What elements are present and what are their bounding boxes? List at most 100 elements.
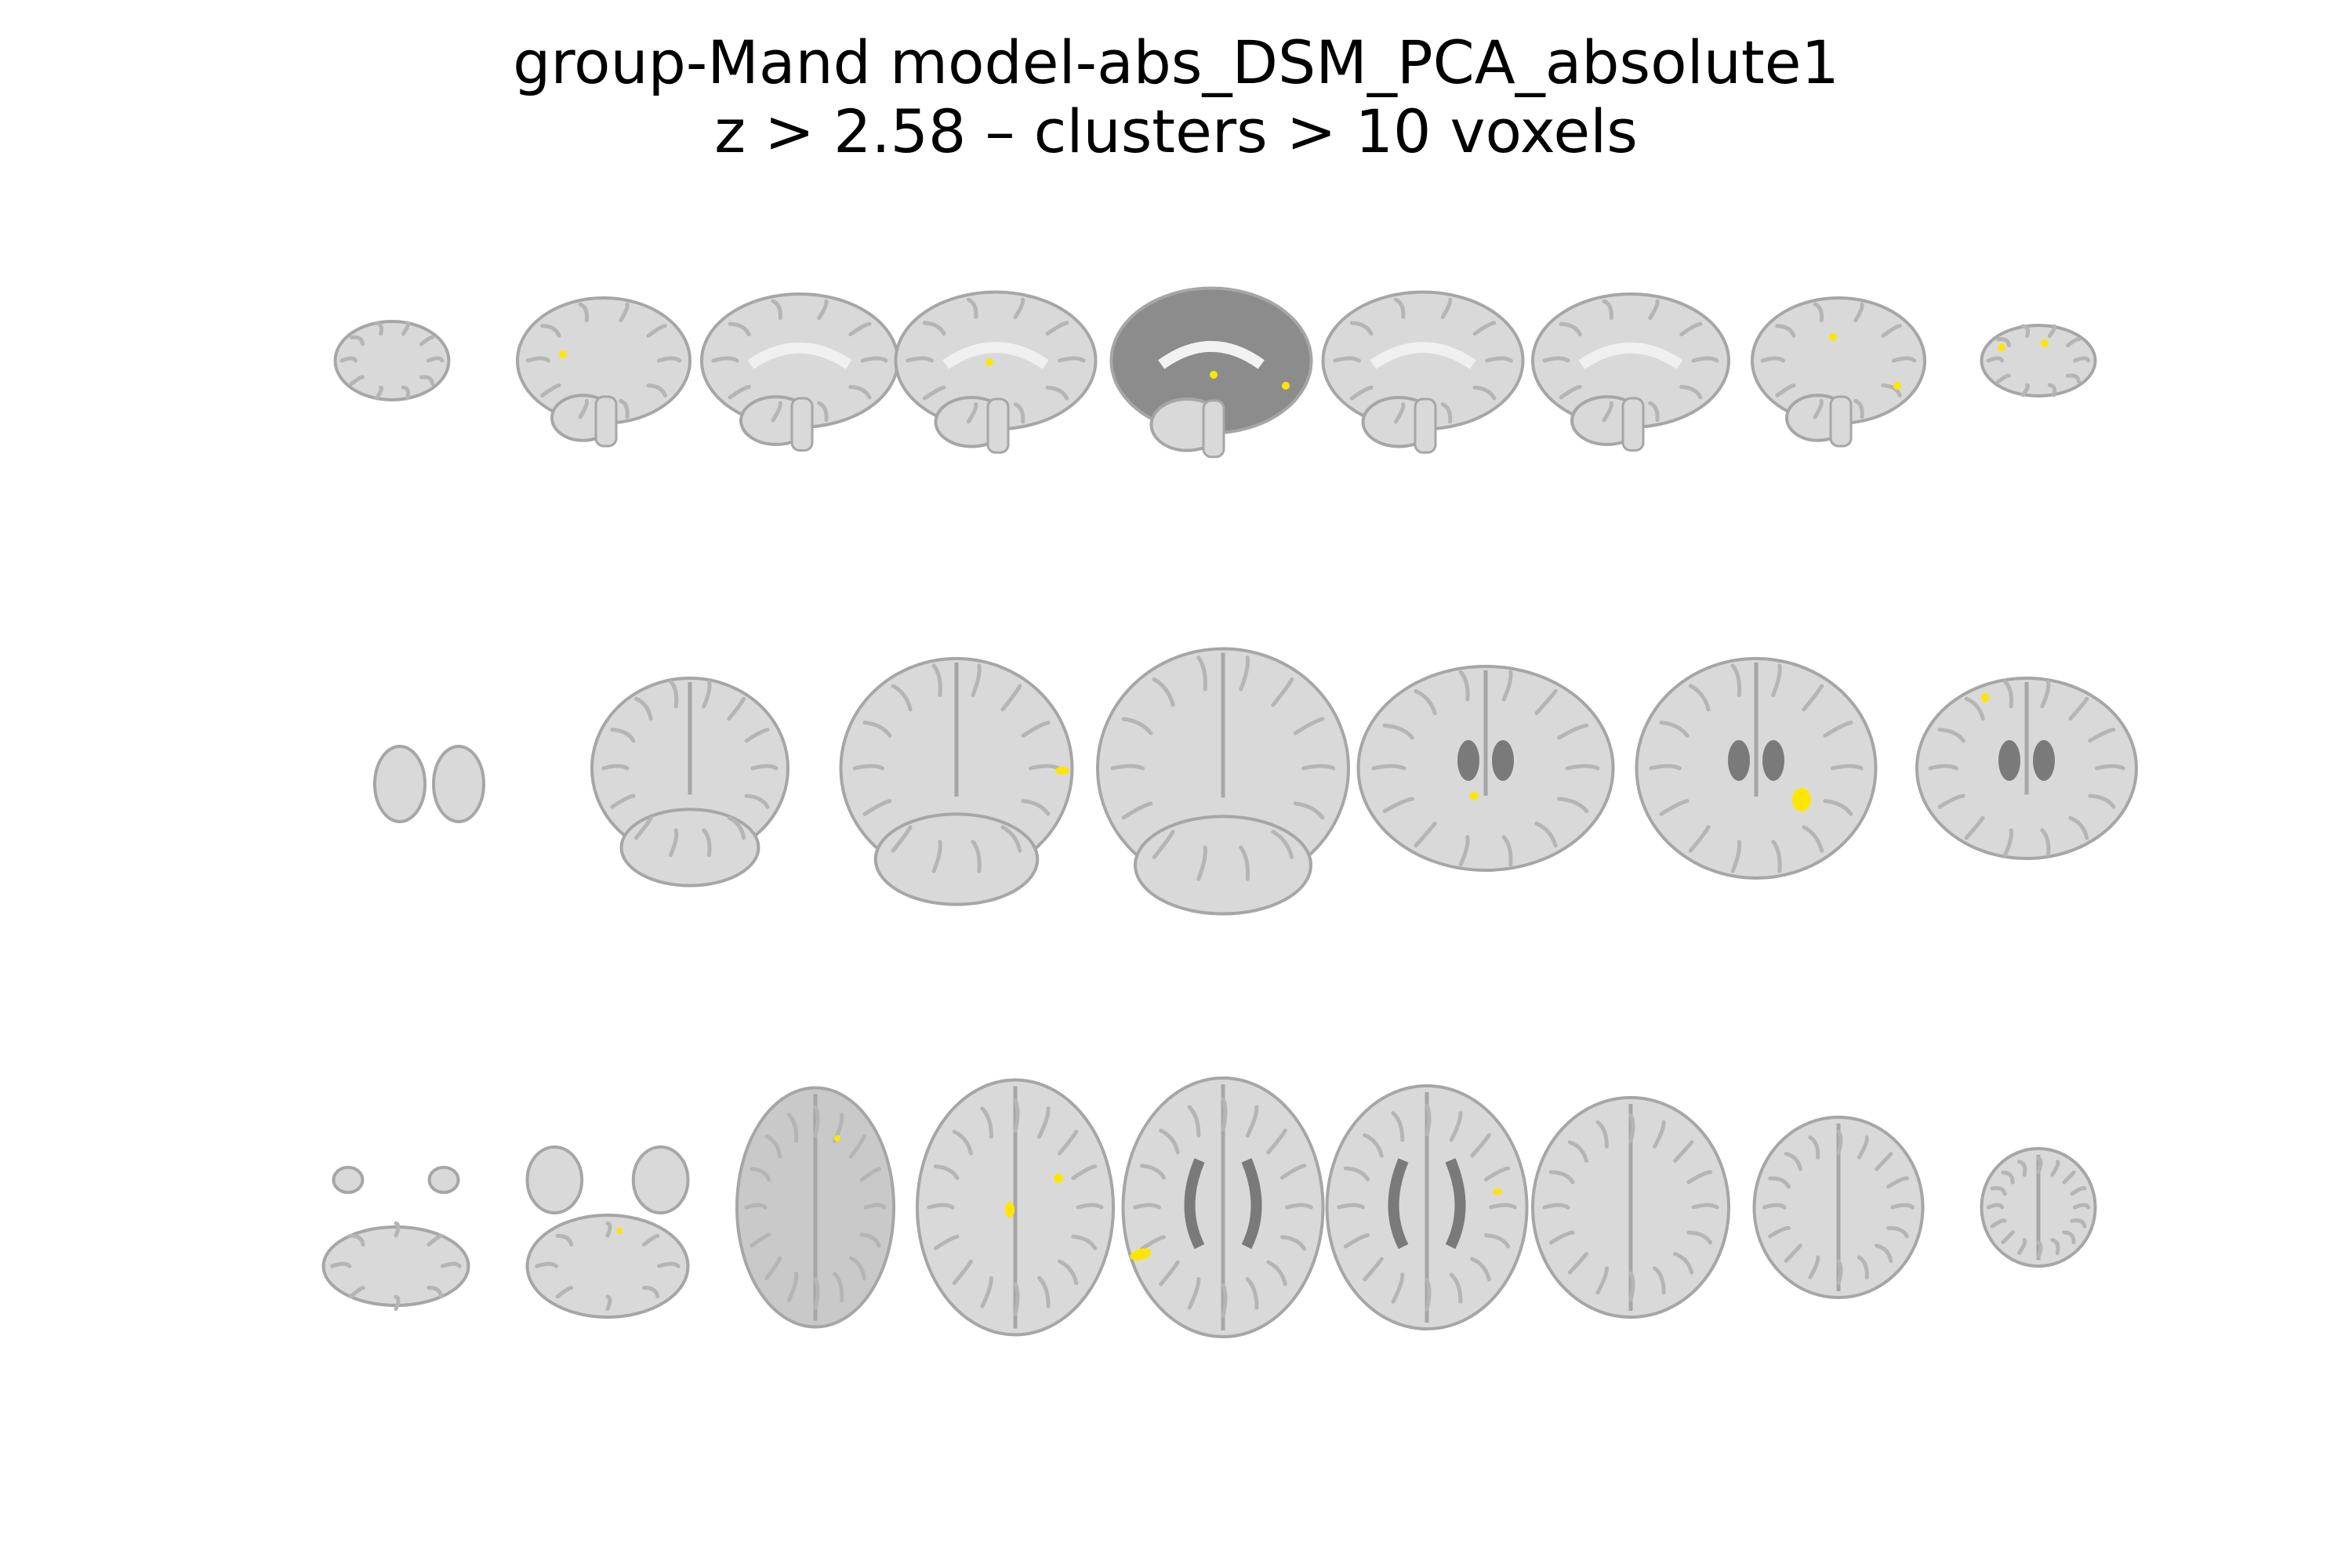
sulcus xyxy=(1653,1120,1666,1149)
axial-slice xyxy=(321,1166,470,1312)
axial-slice xyxy=(916,1078,1115,1337)
sulcus xyxy=(1121,717,1153,735)
sulcus xyxy=(419,335,435,347)
activation-cluster xyxy=(1792,788,1811,811)
sulcus xyxy=(891,684,913,712)
sulcus xyxy=(605,1294,612,1312)
sulcus xyxy=(2068,696,2089,721)
sulcus xyxy=(1557,723,1589,740)
sulcus xyxy=(931,840,942,873)
sulcus xyxy=(641,1286,660,1299)
sulcus xyxy=(2062,1170,2076,1185)
sulcus xyxy=(1857,1135,1869,1160)
sulcus xyxy=(1013,1282,1020,1316)
sulcus xyxy=(669,679,679,709)
sulcus xyxy=(1028,764,1061,771)
sulcus xyxy=(1271,829,1294,859)
sagittal-slice xyxy=(333,320,451,401)
activation-cluster xyxy=(1210,371,1218,379)
sulcus xyxy=(1472,321,1497,336)
sulcus xyxy=(1058,1129,1079,1156)
sulcus xyxy=(1986,1203,2005,1210)
coronal-slice xyxy=(1096,647,1350,916)
sulcus xyxy=(349,335,365,347)
sulcus xyxy=(1414,688,1437,716)
activation-cluster xyxy=(616,1228,622,1234)
sulcus xyxy=(1393,402,1406,424)
occipital-pole-left xyxy=(373,745,426,823)
sulcus xyxy=(931,663,942,697)
sulcus xyxy=(922,385,946,401)
lateral-ventricle-right xyxy=(1445,1158,1466,1250)
sulcus xyxy=(2020,324,2031,339)
sulcus xyxy=(1673,1251,1694,1275)
sulcus xyxy=(2070,1218,2087,1229)
activation-cluster xyxy=(559,350,567,358)
sulcus xyxy=(2020,383,2031,397)
sagittal-slice xyxy=(1531,292,1730,452)
coronal-slice xyxy=(1635,657,1878,880)
sulcus xyxy=(852,764,885,771)
sulcus xyxy=(1559,385,1582,400)
sulcus xyxy=(863,1203,887,1210)
sulcus xyxy=(1760,356,1786,363)
sulcus xyxy=(1472,385,1497,401)
sulcus xyxy=(1808,1135,1820,1160)
sulcus xyxy=(1775,324,1796,338)
sulcus xyxy=(525,356,551,363)
sulcus xyxy=(535,1261,558,1269)
sulcus xyxy=(952,1259,973,1286)
sulcus xyxy=(633,696,653,721)
sulcus xyxy=(1440,402,1453,424)
sulcus xyxy=(702,679,712,709)
sulcus xyxy=(1152,829,1175,859)
sulcus xyxy=(933,1164,960,1181)
axial-slice xyxy=(1325,1084,1529,1330)
sulcus xyxy=(862,720,892,738)
sulcus xyxy=(1058,1259,1079,1286)
sulcus xyxy=(1673,1140,1694,1163)
sulcus xyxy=(1813,398,1824,419)
sulcus xyxy=(1567,1140,1588,1163)
sulcus xyxy=(1548,1170,1575,1185)
sulcus xyxy=(1653,1266,1666,1295)
sulcus xyxy=(1058,356,1086,363)
sulcus xyxy=(1567,1251,1588,1275)
sulcus xyxy=(1245,1105,1259,1138)
sulcus xyxy=(786,1112,799,1143)
sulcus xyxy=(1076,1203,1104,1210)
sulcus xyxy=(1768,1176,1791,1189)
brainstem xyxy=(1202,399,1225,459)
lateral-ventricle-right xyxy=(1241,1158,1262,1250)
sulcus xyxy=(848,321,872,336)
sulcus xyxy=(374,385,384,401)
sulcus xyxy=(1110,764,1145,771)
cerebellum xyxy=(619,808,760,887)
activation-cluster xyxy=(985,358,993,366)
sulcus xyxy=(1891,356,1917,363)
sulcus xyxy=(633,815,653,840)
sulcus xyxy=(2050,1160,2060,1177)
occipital-pole-right xyxy=(432,745,485,823)
coronal-slice xyxy=(373,745,485,823)
sulcus xyxy=(2068,815,2089,840)
sulcus xyxy=(1159,1260,1180,1287)
sulcus xyxy=(1762,1203,1787,1210)
sulcus xyxy=(1602,401,1613,423)
sulcus xyxy=(426,356,445,363)
temporal-pole-right xyxy=(631,1145,690,1214)
sulcus xyxy=(1628,1112,1635,1144)
cerebellum xyxy=(1134,815,1312,916)
sulcus xyxy=(2017,1238,2027,1255)
activation-cluster xyxy=(1055,767,1069,775)
sulcus xyxy=(1886,1225,1909,1239)
sulcus xyxy=(1458,670,1470,702)
sulcus xyxy=(2050,1238,2060,1255)
sulcus xyxy=(971,663,982,697)
brainstem xyxy=(790,397,814,452)
sulcus xyxy=(646,324,667,338)
sulcus xyxy=(764,1256,782,1281)
sulcus xyxy=(2040,679,2051,709)
sulcus xyxy=(966,297,978,319)
sulcus xyxy=(1808,1255,1820,1279)
